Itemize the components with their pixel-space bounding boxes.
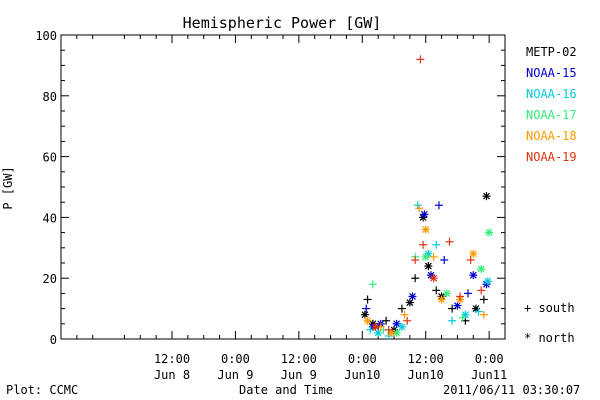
x-tick-label-time: 12:00 [408, 352, 444, 366]
marker-legend-entry: + south [524, 301, 575, 315]
data-point-south [411, 255, 420, 264]
y-tick-label: 40 [43, 211, 57, 225]
data-point-south [432, 240, 441, 249]
data-point-south [479, 310, 488, 319]
marker-legend-entry: * north [524, 331, 575, 345]
data-point-north [469, 271, 478, 280]
y-axis-label: P [GW] [1, 166, 15, 209]
data-point-south [474, 307, 483, 316]
x-tick-label-date: Jun 9 [281, 368, 317, 382]
data-point-north [363, 316, 372, 325]
data-point-south [397, 304, 406, 313]
data-point-north [453, 301, 462, 310]
y-tick-label: 100 [35, 29, 57, 43]
data-point-south [458, 313, 467, 322]
data-point-north [424, 262, 433, 271]
data-point-north [429, 274, 438, 283]
data-point-south [416, 55, 425, 64]
x-tick-label-time: 0:00 [348, 352, 377, 366]
chart-title: Hemispheric Power [GW] [183, 14, 382, 32]
data-point-north [374, 328, 383, 337]
data-point-south [434, 201, 443, 210]
data-point-south [415, 204, 424, 213]
legend-entry: NOAA-17 [526, 108, 577, 122]
data-point-north [482, 192, 491, 201]
legend-entry: NOAA-15 [526, 66, 577, 80]
data-point-south [411, 274, 420, 283]
plot-frame [60, 34, 506, 340]
data-point-south [479, 295, 488, 304]
x-tick-label-time: 0:00 [475, 352, 504, 366]
legend-entry: NOAA-16 [526, 87, 577, 101]
marker-legend: + south * north [524, 301, 575, 345]
x-tick-label-date: Jun11 [471, 368, 507, 382]
x-tick-label-time: 0:00 [221, 352, 250, 366]
legend: METP-02 NOAA-15 NOAA-16 NOAA-17 NOAA-18 NOAA-… [526, 45, 577, 164]
data-point-south [456, 292, 465, 301]
data-point-north [397, 322, 406, 331]
data-point-north [477, 265, 486, 274]
data-point-north [360, 310, 369, 319]
data-point-south [448, 316, 457, 325]
y-tick-label: 60 [43, 151, 57, 165]
plot-credit: Plot: CCMC [6, 383, 79, 397]
data-point-north [437, 295, 446, 304]
data-point-north [405, 298, 414, 307]
x-tick-label-date: Jun10 [344, 368, 380, 382]
legend-entry: METP-02 [526, 45, 577, 59]
x-tick-label-date: Jun 8 [154, 368, 190, 382]
data-point-south [419, 240, 428, 249]
data-point-north [420, 210, 429, 219]
data-point-south [368, 280, 377, 289]
data-point-south [384, 325, 393, 334]
y-tick-label: 0 [50, 333, 57, 347]
y-axis: 0 20 40 60 80 100 [35, 29, 505, 347]
y-tick-label: 20 [43, 272, 57, 286]
data-point-south [403, 316, 412, 325]
y-tick-label: 80 [43, 90, 57, 104]
data-point-north [483, 277, 492, 286]
data-point-south [429, 252, 438, 261]
data-point-south [440, 255, 449, 264]
legend-entry: NOAA-18 [526, 129, 577, 143]
data-point-south [464, 289, 472, 298]
data-point-north [408, 292, 417, 301]
x-tick-label-time: 12:00 [154, 352, 190, 366]
data-point-south [363, 295, 372, 304]
data-point-north [485, 228, 494, 237]
data-point-south [477, 286, 486, 295]
data-points [360, 55, 494, 340]
data-point-south [362, 304, 371, 313]
plot-timestamp: 2011/06/11 03:30:07 [443, 383, 581, 397]
data-point-south [400, 310, 409, 319]
data-point-south [432, 286, 441, 295]
data-point-north [469, 249, 478, 258]
legend-entry: NOAA-19 [526, 150, 577, 164]
x-tick-label-date: Jun10 [408, 368, 444, 382]
data-point-south [466, 255, 475, 264]
data-point-north [442, 289, 451, 298]
x-axis: 12:00 Jun 8 0:00 Jun 9 12:00 Jun 9 0:00 Jun10 12… [60, 35, 507, 382]
data-point-north [421, 225, 430, 234]
x-axis-label: Date and Time [239, 383, 333, 397]
data-point-south [445, 237, 454, 246]
x-tick-label-time: 12:00 [281, 352, 317, 366]
data-point-north [421, 252, 430, 261]
x-tick-label-date: Jun 9 [217, 368, 253, 382]
data-point-north [392, 328, 401, 337]
data-point-north [371, 322, 380, 331]
